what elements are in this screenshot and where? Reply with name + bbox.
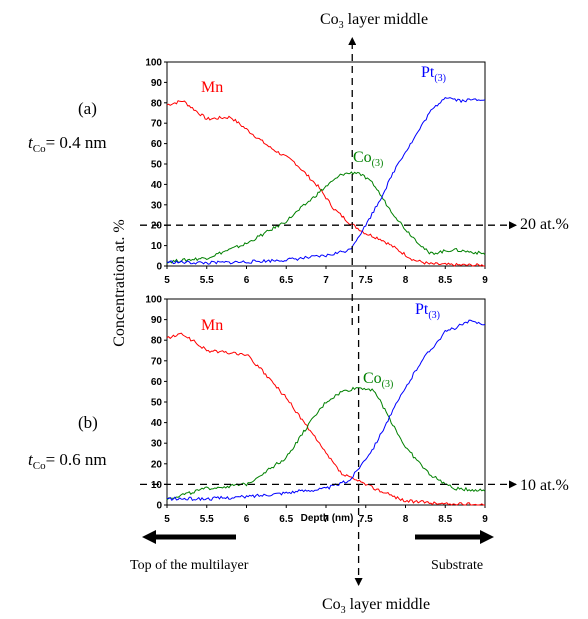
y-tick-label: 0: [156, 501, 162, 512]
x-tick-label: 8.5: [438, 275, 452, 286]
y-tick-label: 0: [156, 262, 162, 273]
series-line-mn-a: [166, 100, 485, 267]
y-tick-label: 20: [151, 459, 163, 470]
top-of-multilayer-arrow-head: [142, 530, 156, 544]
x-tick-label: 7.5: [359, 514, 373, 525]
y-tick-label: 100: [145, 295, 162, 306]
series-label-co3-b: Co(3): [363, 370, 393, 390]
panel-b-thickness: tCo= 0.6 nm: [28, 450, 107, 472]
panel-b-label: (b): [78, 413, 98, 432]
x-tick-label: 9: [482, 514, 488, 525]
y-tick-label: 90: [151, 78, 163, 89]
y-tick-label: 60: [151, 139, 163, 150]
co3-layer-middle-top-label: Co3 layer middle: [320, 11, 428, 31]
series-label-mn-a: Mn: [201, 79, 223, 96]
series-label-pt3-b: Pt(3): [415, 301, 440, 321]
y-tick-label: 30: [151, 200, 163, 211]
y-tick-label: 20: [151, 221, 163, 232]
series-label-mn-b: Mn: [201, 317, 223, 334]
series-label-co3-a: Co(3): [353, 149, 383, 169]
x-tick-label: 5: [164, 514, 170, 525]
series-line-co3-b: [166, 386, 486, 501]
x-tick-label: 8: [403, 514, 409, 525]
reference-label-b: 10 at.%: [520, 477, 569, 494]
x-axis-label: Depth (nm): [301, 513, 354, 524]
x-tick-label: 5: [164, 275, 170, 286]
reference-label-a: 20 at.%: [520, 216, 569, 233]
x-tick-label: 6: [244, 275, 250, 286]
x-tick-label: 6.5: [279, 275, 293, 286]
x-tick-label: 8.5: [438, 514, 452, 525]
x-tick-label: 9: [482, 275, 488, 286]
substrate-label: Substrate: [431, 558, 483, 573]
y-tick-label: 10: [151, 241, 163, 252]
y-tick-label: 80: [151, 98, 163, 109]
series-line-pt3-b: [166, 319, 486, 502]
y-tick-label: 50: [151, 160, 163, 171]
y-tick-label: 60: [151, 377, 163, 388]
panel-a-thickness: tCo= 0.4 nm: [28, 133, 107, 155]
panel-a-label: (a): [78, 99, 97, 118]
y-tick-label: 30: [151, 439, 163, 450]
y-axis-label: Concentration at. %: [111, 219, 128, 347]
top-of-multilayer-label: Top of the multilayer: [130, 558, 249, 573]
y-tick-label: 40: [151, 418, 163, 429]
y-tick-label: 100: [145, 58, 162, 69]
series-line-co3-a: [166, 171, 486, 264]
co3-layer-middle-bottom-label: Co3 layer middle: [322, 596, 430, 616]
series-label-pt3-a: Pt(3): [421, 64, 446, 84]
y-tick-label: 80: [151, 336, 163, 347]
x-tick-label: 5.5: [200, 275, 214, 286]
x-tick-label: 8: [403, 275, 409, 286]
x-tick-label: 7.5: [359, 275, 373, 286]
overlay-lines: Mn Co(3) Pt(3) Mn Co(3) Pt(3): [140, 37, 517, 586]
substrate-arrow-head: [480, 530, 494, 544]
x-tick-label: 5.5: [200, 514, 214, 525]
panel-a-plot: 0 10 20 30 40 50 60 70 80 90 100 5 5.5 6 6.5 7 7.5 8 8.5 9: [145, 58, 488, 287]
series-line-mn-b: [166, 332, 485, 506]
y-tick-label: 50: [151, 398, 163, 409]
x-tick-label: 6: [244, 514, 250, 525]
y-tick-label: 70: [151, 119, 163, 130]
panel-b-plot: 0 10 20 30 40 50 60 70 80 90 100 5 5.5 6 6.5 7 7.5 8 8.5 9: [145, 295, 488, 526]
y-tick-label: 70: [151, 356, 163, 367]
x-tick-label: 7: [323, 514, 329, 525]
y-tick-label: 10: [151, 480, 163, 491]
x-tick-label: 7: [323, 275, 329, 286]
series-line-pt3-a: [166, 97, 486, 265]
x-tick-label: 6.5: [279, 514, 293, 525]
y-tick-label: 90: [151, 315, 163, 326]
y-tick-label: 40: [151, 180, 163, 191]
